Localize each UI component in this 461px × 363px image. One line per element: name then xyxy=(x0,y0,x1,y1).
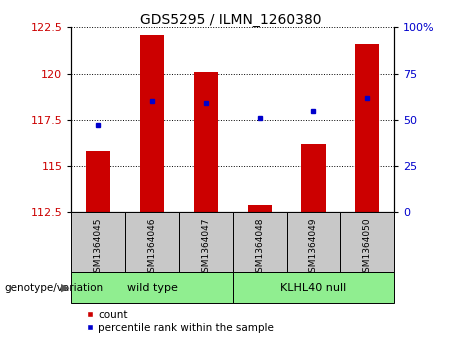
Bar xyxy=(287,212,340,272)
Bar xyxy=(179,212,233,272)
Text: ▶: ▶ xyxy=(61,283,69,293)
Bar xyxy=(233,272,394,303)
Bar xyxy=(248,205,272,212)
Bar xyxy=(340,212,394,272)
Bar xyxy=(355,44,379,212)
Bar xyxy=(86,151,111,212)
Text: KLHL40 null: KLHL40 null xyxy=(280,283,347,293)
Text: GSM1364050: GSM1364050 xyxy=(363,217,372,278)
Bar xyxy=(71,272,233,303)
Text: GSM1364048: GSM1364048 xyxy=(255,217,264,278)
Text: genotype/variation: genotype/variation xyxy=(5,283,104,293)
Text: GSM1364047: GSM1364047 xyxy=(201,217,210,278)
Text: GSM1364045: GSM1364045 xyxy=(94,217,103,278)
Bar xyxy=(301,144,325,212)
Bar xyxy=(71,212,125,272)
Text: GSM1364049: GSM1364049 xyxy=(309,217,318,278)
Bar xyxy=(140,34,164,212)
Text: GDS5295 / ILMN_1260380: GDS5295 / ILMN_1260380 xyxy=(140,13,321,27)
Text: GSM1364046: GSM1364046 xyxy=(148,217,157,278)
Bar xyxy=(194,72,218,212)
Text: wild type: wild type xyxy=(127,283,177,293)
Bar xyxy=(125,212,179,272)
Bar xyxy=(233,212,287,272)
Legend: count, percentile rank within the sample: count, percentile rank within the sample xyxy=(86,310,274,333)
